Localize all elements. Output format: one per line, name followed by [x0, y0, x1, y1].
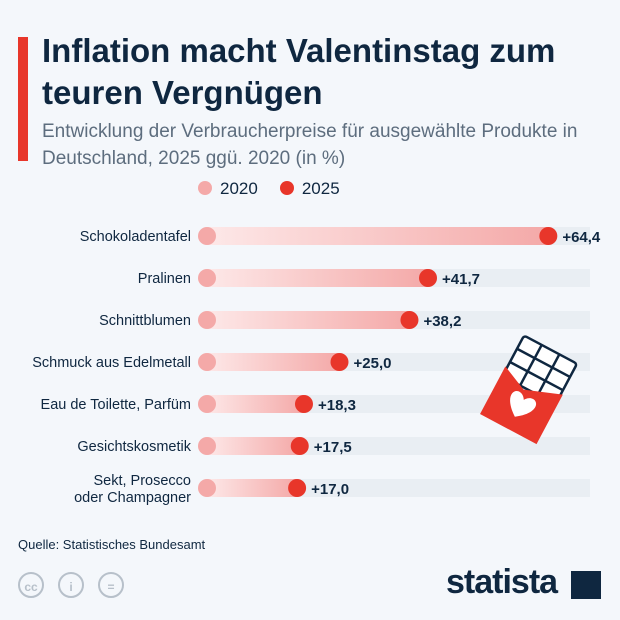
legend: 2020 2025 — [198, 179, 340, 199]
legend-dot-2020 — [198, 181, 212, 195]
dot-2020 — [198, 311, 216, 329]
data-label: +38,2 — [423, 313, 461, 330]
bar — [207, 353, 340, 371]
legend-dot-2025 — [279, 181, 294, 195]
dot-2020 — [198, 437, 216, 455]
dot-2020 — [198, 395, 216, 413]
page-title: Inflation macht Valentinstag zum teuren … — [42, 32, 556, 111]
category-label: Schnittblumen — [99, 313, 191, 329]
bar — [207, 479, 298, 497]
dot-2025 — [290, 437, 309, 455]
attribution-icon[interactable]: i — [58, 572, 84, 598]
data-label: +17,0 — [311, 481, 349, 498]
bar — [207, 437, 300, 455]
statista-logo-mark — [571, 571, 601, 599]
dot-2025 — [539, 227, 558, 245]
category-label: Eau de Toilette, Parfüm — [41, 397, 191, 413]
dot-2025 — [294, 395, 313, 413]
data-label: +17,5 — [314, 439, 352, 456]
dot-2020 — [198, 269, 216, 287]
accent-bar — [18, 37, 28, 161]
bar — [207, 269, 429, 287]
bar — [207, 227, 549, 245]
legend-item-2020: 2020 — [198, 179, 258, 199]
dot-2020 — [198, 227, 216, 245]
category-label: Pralinen — [138, 271, 191, 287]
dot-2025 — [288, 479, 307, 497]
bar — [207, 311, 410, 329]
dot-2025 — [400, 311, 419, 329]
legend-item-2025: 2025 — [279, 179, 340, 199]
source: Quelle: Statistisches Bundesamt — [18, 537, 206, 552]
legend-label: 2025 — [301, 179, 340, 198]
cc-icon[interactable]: cc — [18, 572, 44, 598]
data-label: +64,4 — [562, 229, 601, 246]
category-label: Gesichtskosmetik — [77, 439, 191, 455]
statista-logo[interactable]: statista — [446, 563, 558, 601]
data-label: +18,3 — [318, 397, 356, 414]
dot-2020 — [198, 479, 216, 497]
dot-2025 — [419, 269, 438, 287]
category-label: Schokoladentafel — [80, 229, 191, 245]
no-derivatives-icon[interactable]: = — [98, 572, 124, 598]
category-label: Sekt, Prosecco oder Champagner — [74, 473, 191, 506]
subtitle: Entwicklung der Verbraucherpreise für au… — [42, 121, 578, 169]
data-label: +41,7 — [442, 271, 480, 288]
legend-label: 2020 — [220, 179, 258, 198]
dot-2020 — [198, 353, 216, 371]
dot-2025 — [330, 353, 349, 371]
category-label: Schmuck aus Edelmetall — [32, 355, 191, 371]
bar — [207, 395, 304, 413]
data-label: +25,0 — [354, 355, 392, 372]
